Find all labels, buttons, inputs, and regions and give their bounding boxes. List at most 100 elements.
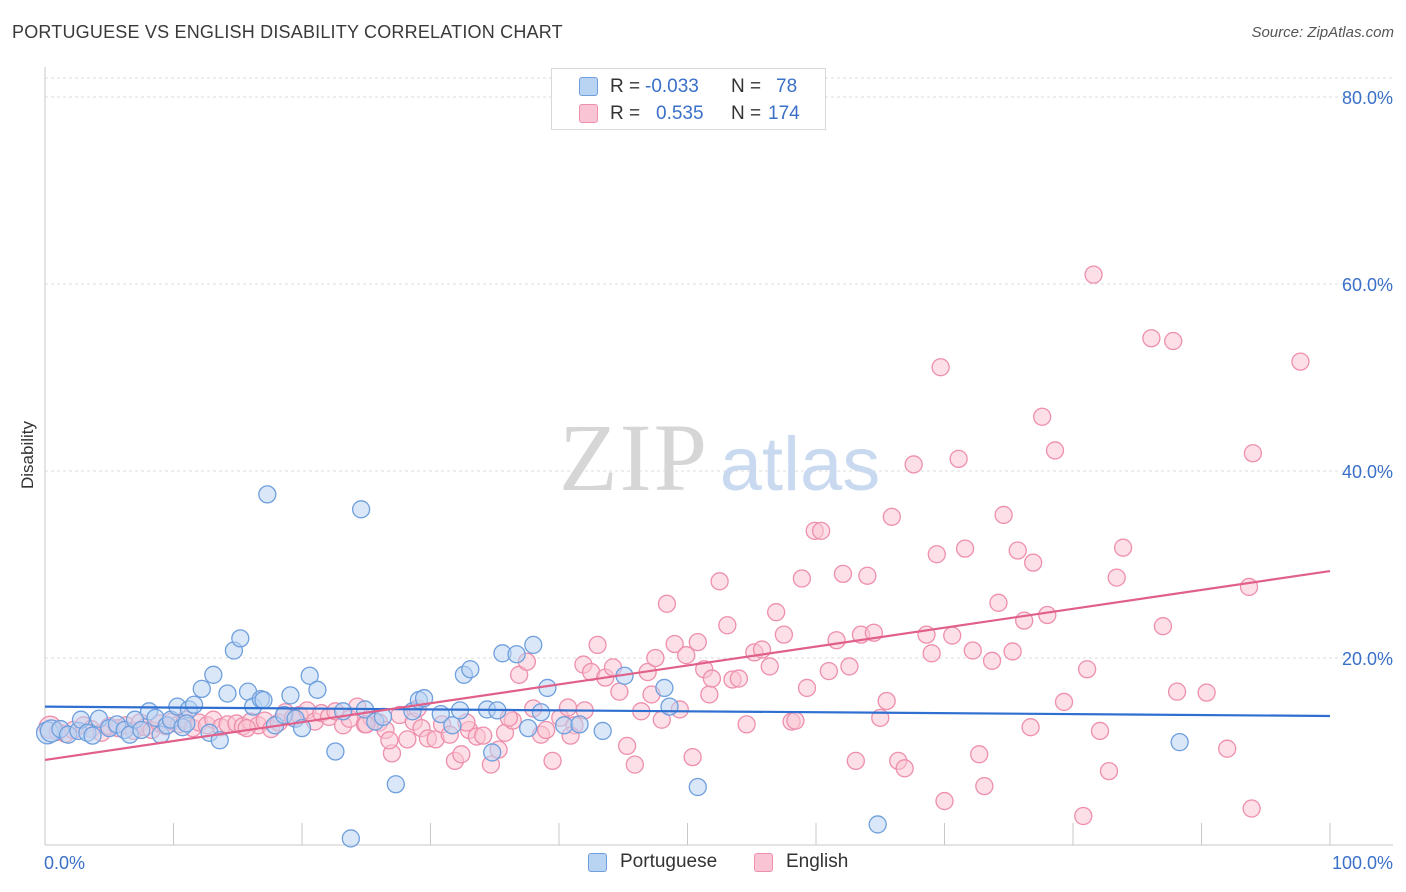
portuguese-point — [308, 680, 327, 699]
english-point — [700, 685, 719, 704]
x-tick-label: 100.0% — [1332, 853, 1393, 873]
english-point — [882, 507, 901, 526]
tick-labels: 20.0% 40.0% 60.0% 80.0% 0.0% 100.0% — [44, 88, 1393, 873]
portuguese-point — [281, 686, 300, 705]
portuguese-point — [524, 635, 543, 655]
english-point — [452, 745, 471, 764]
english-point — [1077, 660, 1097, 679]
portuguese-point — [83, 726, 102, 745]
english-point — [904, 455, 923, 474]
n-label: N = — [731, 76, 762, 97]
english-point — [955, 539, 975, 558]
axes — [44, 67, 1393, 846]
english-point — [1045, 441, 1065, 460]
english-point — [1008, 541, 1027, 560]
english-point — [786, 711, 805, 730]
english-point — [767, 603, 786, 622]
english-point — [1142, 329, 1161, 348]
english-point — [657, 594, 677, 613]
portuguese-point — [519, 718, 538, 738]
english-point — [237, 718, 256, 738]
english-legend-label: English — [786, 851, 849, 872]
portuguese-trend-line — [44, 705, 1331, 718]
english-point — [819, 661, 838, 681]
english-point — [982, 651, 1002, 670]
english-point — [677, 646, 696, 665]
english-point — [1024, 553, 1043, 572]
english-point — [827, 631, 846, 650]
y-axis-title: Disability — [18, 420, 37, 490]
english-point — [760, 657, 779, 676]
english-trend-line — [44, 569, 1331, 762]
x-tick-label: 0.0% — [44, 853, 85, 873]
portuguese-point — [1170, 733, 1189, 752]
english-points — [38, 265, 1310, 826]
english-point — [895, 759, 914, 778]
english-point — [1099, 761, 1119, 781]
english-point — [792, 569, 812, 588]
english-point — [646, 648, 665, 668]
stats-row-english: R = 0.535 N = 174 — [552, 100, 825, 127]
portuguese-point — [258, 485, 277, 504]
portuguese-legend-label: Portuguese — [620, 851, 718, 872]
n-label: N = — [731, 103, 762, 124]
y-tick-label: 20.0% — [1342, 649, 1393, 669]
portuguese-point — [655, 678, 674, 698]
english-point — [922, 644, 941, 663]
english-point — [935, 791, 954, 811]
english-point — [729, 669, 749, 688]
trend-lines — [44, 569, 1331, 762]
portuguese-point — [218, 684, 237, 703]
portuguese-point — [483, 743, 502, 762]
english-point — [737, 715, 756, 734]
english-point — [665, 634, 684, 654]
watermark-zip: ZIP — [559, 404, 709, 511]
portuguese-point — [177, 714, 196, 733]
portuguese-point — [554, 716, 574, 735]
english-point — [683, 747, 702, 767]
english-point — [1164, 331, 1183, 351]
english-point — [1021, 718, 1040, 737]
english-point — [1074, 806, 1093, 826]
portuguese-legend-swatch — [588, 853, 607, 872]
y-tick-label: 60.0% — [1342, 275, 1393, 295]
english-point — [949, 449, 968, 468]
english-point — [688, 632, 707, 652]
english-point — [797, 678, 817, 698]
portuguese-point — [351, 500, 371, 519]
portuguese-point — [254, 690, 273, 710]
portuguese-swatch — [579, 77, 598, 96]
portuguese-point — [386, 775, 405, 794]
portuguese-point — [341, 829, 360, 848]
english-point — [811, 521, 831, 540]
english-point — [994, 505, 1013, 525]
english-point — [718, 616, 737, 635]
english-point — [702, 669, 722, 688]
english-point — [1197, 683, 1216, 702]
portuguese-point — [231, 629, 250, 648]
english-point — [1038, 605, 1057, 625]
portuguese-point — [132, 720, 151, 740]
n-value: 174 — [768, 103, 800, 124]
english-legend-swatch — [754, 853, 773, 872]
english-point — [989, 593, 1008, 612]
portuguese-point — [868, 815, 887, 834]
r-label: R = — [610, 76, 641, 97]
chart-source: Source: ZipAtlas.com — [1251, 24, 1394, 41]
english-point — [877, 691, 896, 711]
english-point — [537, 720, 556, 740]
english-point — [398, 730, 417, 749]
english-point — [710, 572, 729, 591]
stats-row-portuguese: R = -0.033 N = 78 — [552, 73, 825, 100]
portuguese-point — [210, 731, 229, 750]
english-point — [858, 566, 877, 585]
portuguese-point — [414, 689, 434, 708]
english-point — [1113, 538, 1133, 557]
r-value: 0.535 — [656, 103, 704, 124]
english-point — [840, 657, 859, 676]
english-point — [963, 641, 982, 660]
watermark-atlas: atlas — [720, 422, 881, 507]
y-tick-label: 40.0% — [1342, 462, 1393, 482]
english-point — [975, 776, 994, 796]
